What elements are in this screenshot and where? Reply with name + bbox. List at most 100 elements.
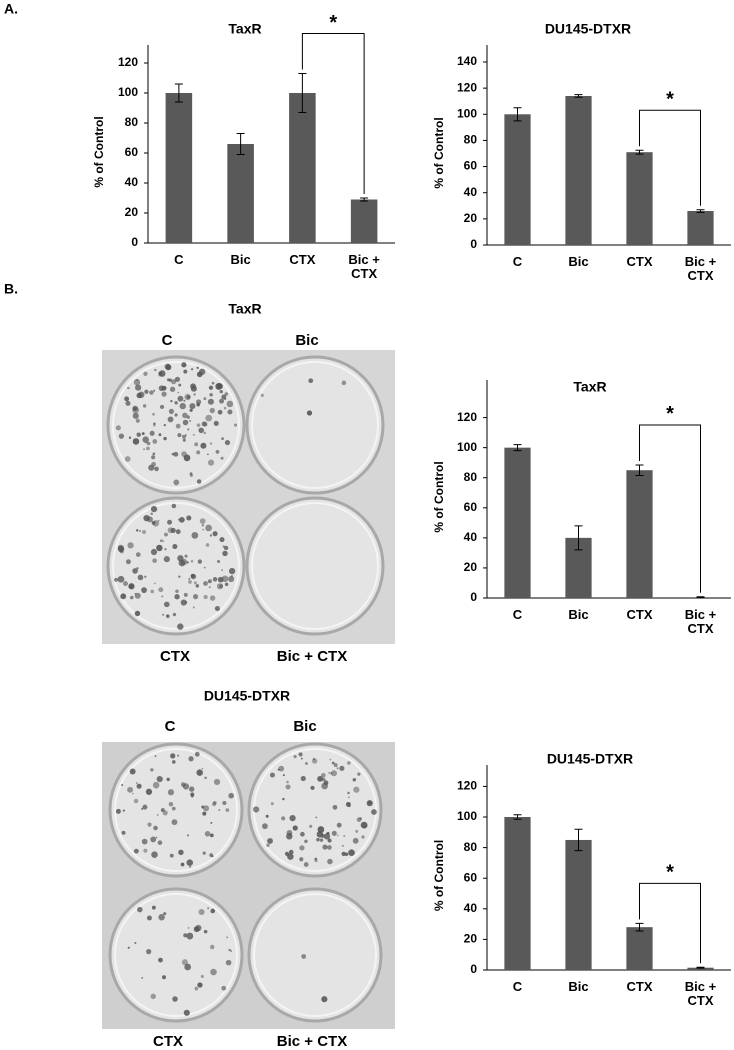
bar <box>687 967 714 970</box>
colony <box>132 438 140 445</box>
colony <box>147 822 152 827</box>
colony <box>224 392 229 396</box>
colony <box>190 383 196 390</box>
colony <box>331 761 335 765</box>
colony <box>153 825 158 831</box>
colony <box>300 831 305 837</box>
colony <box>173 451 179 457</box>
colony <box>163 912 167 916</box>
x-tick-label-box: Bic + CTX <box>685 255 716 283</box>
colony <box>319 838 324 842</box>
bar <box>626 927 653 970</box>
colony <box>172 996 178 1002</box>
y-axis-label: % of Control <box>92 116 106 187</box>
colony <box>120 593 127 600</box>
colony <box>130 595 134 600</box>
error-bar <box>574 828 583 852</box>
colony <box>177 395 184 402</box>
colony <box>293 754 297 759</box>
colony <box>303 862 309 867</box>
colony <box>352 837 359 844</box>
colony <box>202 811 207 816</box>
colony <box>219 389 223 394</box>
colony <box>217 559 221 563</box>
error-bar <box>513 107 522 122</box>
colony <box>347 761 351 765</box>
colony <box>143 448 146 451</box>
colony <box>183 369 188 374</box>
x-tick-label-box: CTX <box>627 980 653 994</box>
y-tick-label: 60 <box>464 870 478 884</box>
colony <box>150 836 157 843</box>
plate-label: C <box>162 332 173 349</box>
colony <box>150 548 158 556</box>
well <box>106 496 246 636</box>
colony <box>152 781 160 789</box>
colony <box>304 839 308 844</box>
colony <box>202 528 205 531</box>
colony <box>133 379 141 386</box>
colony <box>157 519 160 522</box>
colony <box>364 825 367 829</box>
colony <box>212 577 218 582</box>
colony <box>182 783 190 790</box>
colony <box>145 788 153 795</box>
colony <box>207 459 215 466</box>
colony <box>153 422 156 426</box>
colony <box>233 423 238 427</box>
bar <box>626 152 653 245</box>
colony <box>270 802 274 806</box>
colony <box>215 383 223 390</box>
colony <box>200 442 207 449</box>
x-tick-label: C <box>512 255 523 269</box>
plate-label: Bic <box>295 332 318 349</box>
colony <box>158 371 162 375</box>
y-tick-label: 40 <box>464 901 478 915</box>
colony <box>150 993 156 1000</box>
colony <box>309 824 313 828</box>
x-tick-label-box: Bic <box>568 980 588 994</box>
x-tick-label: Bic <box>568 608 589 622</box>
colony <box>164 532 168 537</box>
plate-title: DU145-DTXR <box>204 688 290 704</box>
y-tick-label: 120 <box>457 410 477 424</box>
colony <box>336 767 339 770</box>
colony <box>178 575 181 578</box>
error-bar <box>236 133 245 155</box>
colony <box>196 450 201 455</box>
colony <box>301 954 307 959</box>
colony <box>142 804 148 810</box>
colony <box>368 801 371 804</box>
colony <box>145 442 148 444</box>
colony <box>344 852 349 857</box>
colony <box>174 413 178 417</box>
colony <box>210 968 217 976</box>
colony <box>221 569 224 572</box>
colony <box>219 537 225 543</box>
colony <box>175 529 181 535</box>
colony <box>132 406 140 414</box>
colony <box>187 428 190 431</box>
colony <box>194 442 199 447</box>
colony <box>230 950 233 952</box>
colony <box>323 780 329 786</box>
colony <box>151 455 156 460</box>
colony <box>182 412 188 419</box>
bar <box>165 93 193 243</box>
colony <box>341 380 347 386</box>
y-tick-label: 60 <box>464 500 478 514</box>
x-tick-label-box: C <box>512 255 523 269</box>
colony <box>347 791 350 795</box>
colony <box>304 761 308 765</box>
colony <box>167 416 174 423</box>
colony <box>128 583 135 590</box>
colony <box>210 821 213 824</box>
colony <box>203 431 207 435</box>
colony <box>151 520 156 525</box>
colony <box>153 389 156 392</box>
colony <box>163 436 167 441</box>
x-tick-label-box: Bic <box>568 608 589 622</box>
chart-title: TaxR <box>573 379 606 395</box>
significance-bracket <box>639 424 701 593</box>
colony <box>134 592 141 599</box>
